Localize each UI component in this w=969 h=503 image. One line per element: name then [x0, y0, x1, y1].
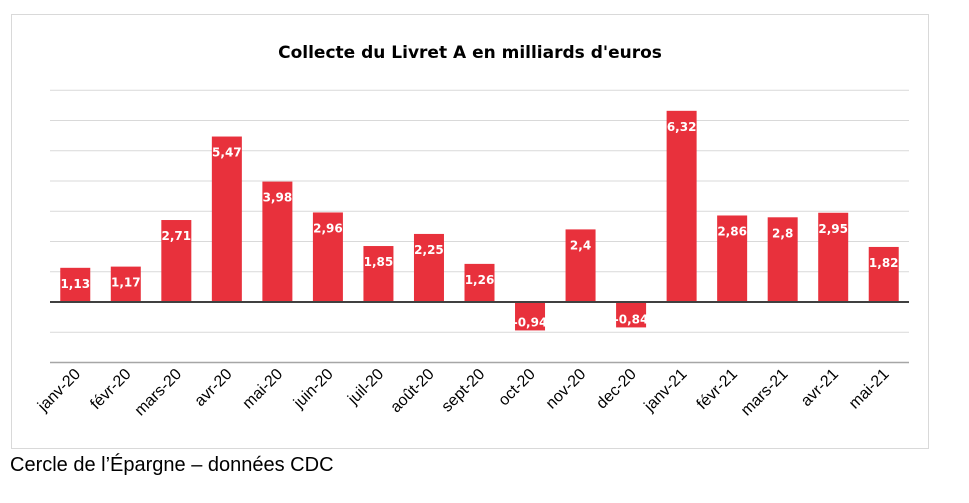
source-note: Cercle de l’Épargne – données CDC	[10, 454, 334, 476]
x-tick-label: mars-20	[132, 366, 186, 420]
x-tick-label: mai-21	[846, 366, 893, 413]
bar-févr-21	[717, 215, 748, 302]
data-label: -0,84	[614, 312, 649, 326]
bar-oct-20	[515, 302, 546, 331]
bar-mai-20	[262, 181, 293, 302]
bar-août-20	[413, 233, 444, 302]
chart-title: Collecte du Livret A en milliards d'euro…	[278, 43, 662, 63]
data-label: 2,86	[717, 224, 747, 238]
x-tick-label: sept-20	[439, 366, 489, 416]
bar-chart: 1,13 1,17 2,71 5,47 3,98 2,96 1,85 2,25 1,26 -0,9…	[34, 43, 909, 420]
data-label: -0,94	[513, 315, 548, 329]
x-tick-label: févr-21	[694, 366, 741, 413]
bar-mai-21	[868, 246, 899, 302]
bar-sept-20	[464, 263, 495, 302]
bar-avr-21	[818, 212, 849, 302]
bar-mars-20	[161, 220, 192, 302]
bar-janv-21	[666, 110, 697, 302]
data-label: 2,96	[313, 221, 343, 235]
data-label: 5,47	[212, 146, 242, 160]
x-tick-label: févr-20	[87, 366, 134, 413]
x-tick-label: oct-20	[495, 366, 539, 410]
x-tick-label: dec-20	[593, 366, 640, 413]
x-tick-label: mai-20	[240, 366, 287, 413]
x-tick-label: avr-21	[798, 366, 842, 410]
bar-juil-20	[363, 246, 394, 302]
bar-janv-20	[60, 267, 91, 302]
x-tick-label: janv-21	[641, 366, 691, 416]
data-label: 1,26	[465, 273, 495, 287]
data-label: 1,13	[60, 277, 90, 291]
bar-mars-21	[767, 217, 798, 302]
bar-févr-20	[110, 266, 141, 302]
x-tick-label: mars-21	[738, 366, 792, 420]
x-tick-label: avr-20	[192, 366, 236, 410]
x-tick-label: août-20	[387, 366, 437, 416]
data-label: 6,32	[667, 120, 697, 134]
x-tick-label: nov-20	[543, 366, 590, 413]
bar-juin-20	[312, 212, 343, 302]
data-label: 2,8	[772, 226, 793, 240]
bar-nov-20	[565, 229, 596, 302]
x-tick-label: juil-20	[344, 366, 387, 409]
data-label: 1,85	[364, 255, 394, 269]
data-label: 1,17	[111, 276, 141, 290]
data-label: 2,4	[570, 238, 591, 252]
data-label: 2,71	[162, 229, 192, 243]
data-label: 2,95	[818, 222, 848, 236]
x-tick-label: janv-20	[34, 366, 84, 416]
data-label: 3,98	[263, 191, 293, 205]
x-tick-label: juin-20	[290, 366, 337, 413]
gridlines	[50, 89, 909, 364]
bar-avr-20	[211, 136, 242, 302]
data-labels: 1,13 1,17 2,71 5,47 3,98 2,96 1,85 2,25 1,26 -0,9…	[60, 120, 898, 330]
data-label: 1,82	[869, 256, 899, 270]
data-label: 2,25	[414, 243, 444, 257]
chart-frame: 1,13 1,17 2,71 5,47 3,98 2,96 1,85 2,25 1,26 -0,9…	[11, 14, 929, 449]
bar-dec-20	[616, 302, 647, 328]
bars	[60, 110, 899, 331]
